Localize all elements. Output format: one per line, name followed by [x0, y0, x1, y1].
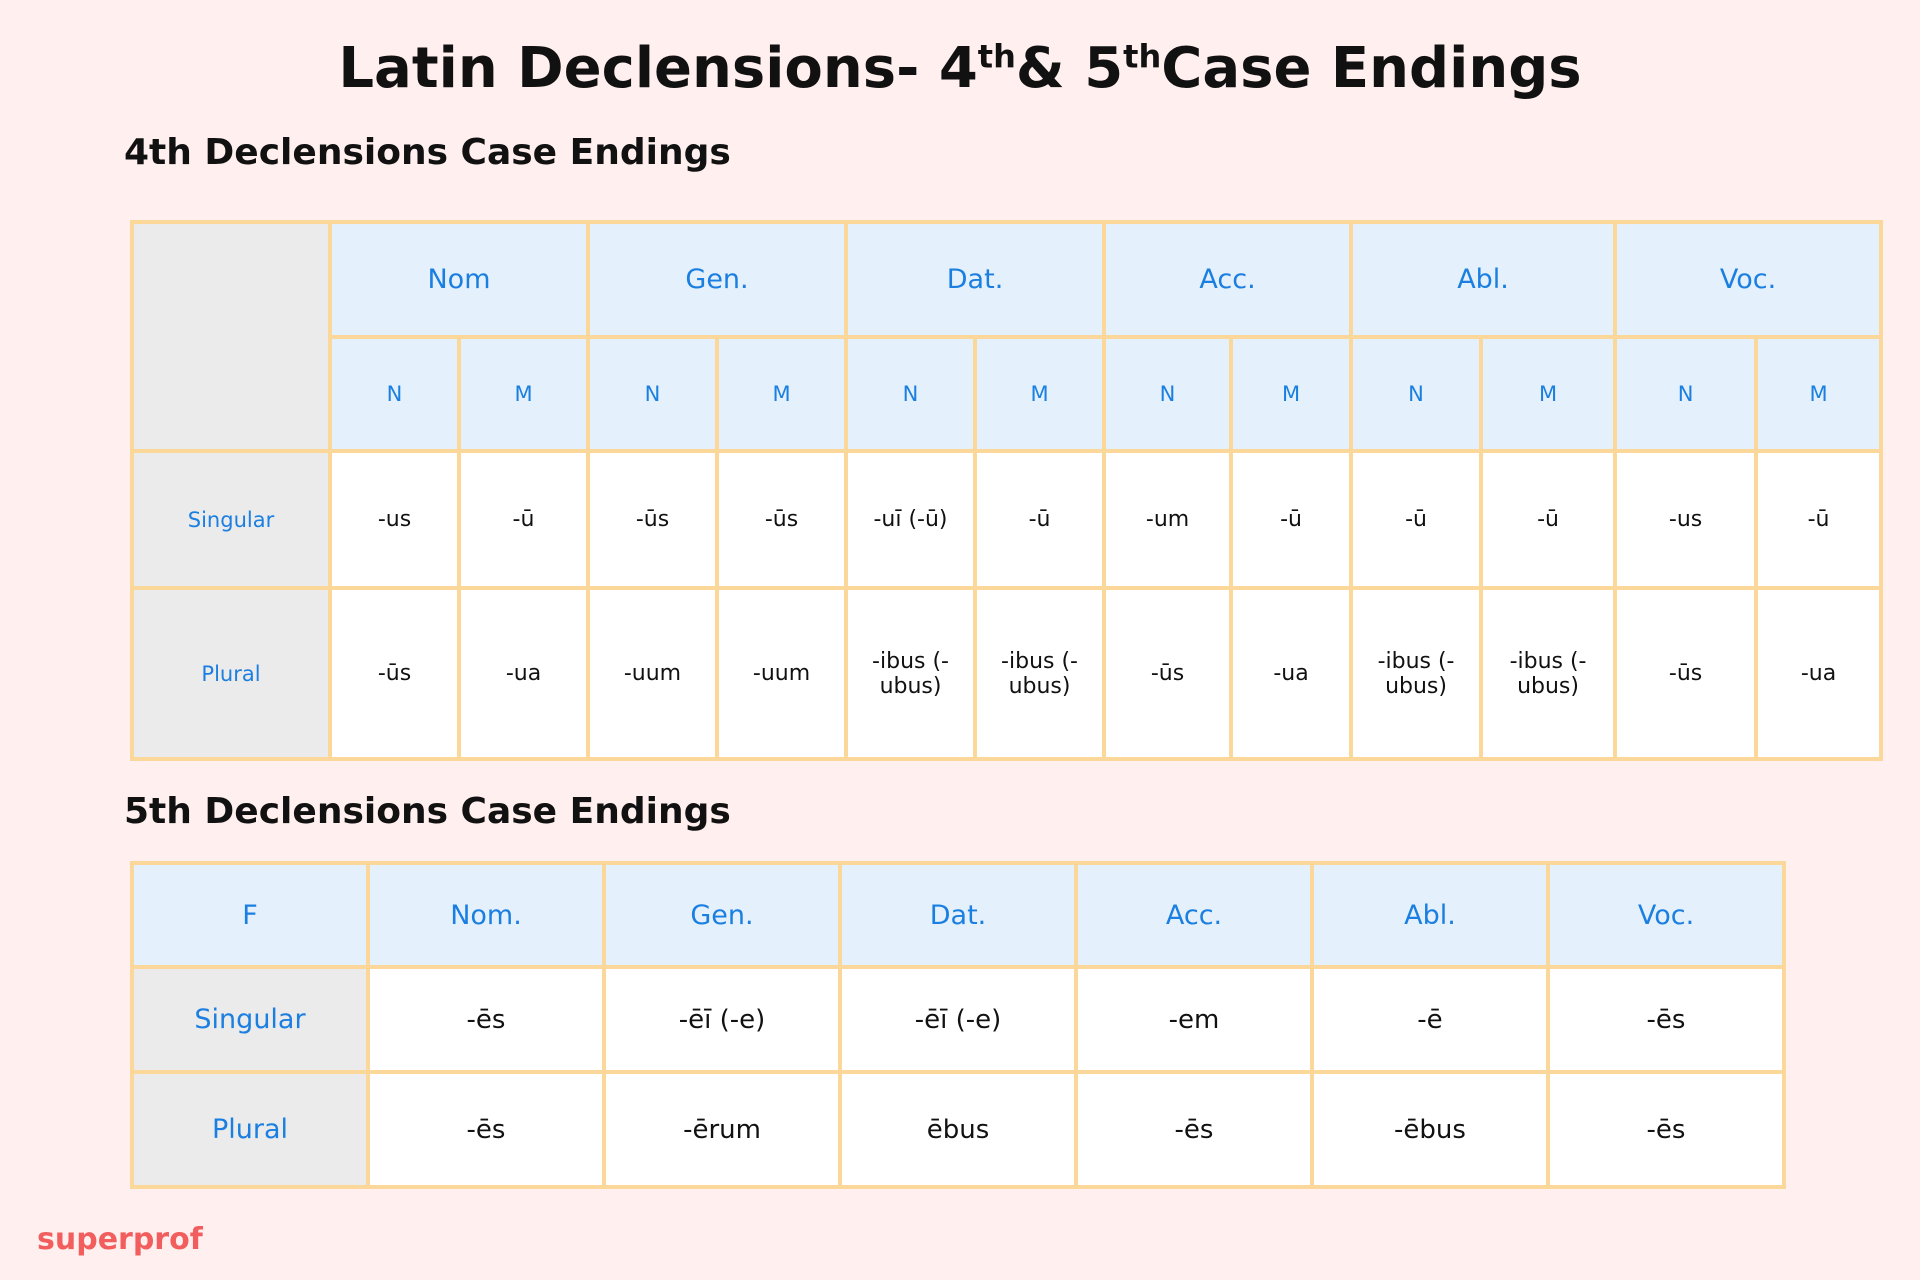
cell: -ua — [457, 586, 590, 761]
gender-header: N — [328, 335, 461, 453]
cell: -um — [1102, 449, 1234, 590]
gender-header: M — [457, 335, 590, 453]
title-sup: th — [977, 37, 1016, 76]
corner-cell — [130, 220, 332, 453]
data-row: Singular -ēs -ēī (-e) -ēī (-e) -em -ē -ēs — [130, 965, 1786, 1074]
cell: -uum — [586, 586, 719, 761]
row-label: Singular — [130, 449, 332, 590]
cell: -uum — [714, 586, 849, 761]
cell: -ua — [1229, 586, 1354, 761]
table-5th: F Nom. Gen. Dat. Acc. Abl. Voc. Singular -ēs -ēī … — [130, 861, 1786, 1189]
case-header: Gen. — [585, 220, 849, 339]
gender-header: N — [1102, 335, 1234, 453]
case-header: Abl. — [1349, 220, 1618, 339]
cell: -ūs — [714, 449, 849, 590]
cell: -ērum — [602, 1070, 842, 1189]
case-header: Dat. — [838, 861, 1078, 969]
cell: -ibus (-ubus) — [1479, 586, 1618, 761]
data-row: Plural -ūs -ua -uum -uum -ibus (-ubus) -ibus (… — [130, 586, 1884, 761]
data-row: Singular -us -ū -ūs -ūs -uī (-ū) -ū -um -ū -ū -ū -u… — [130, 449, 1884, 590]
title-sup: th — [1123, 37, 1162, 76]
row-label: Plural — [130, 586, 332, 761]
case-header: Dat. — [844, 220, 1107, 339]
gender-header: N — [1349, 335, 1484, 453]
case-header: Abl. — [1310, 861, 1550, 969]
cell: -ū — [1229, 449, 1354, 590]
gender-header: M — [1479, 335, 1618, 453]
cell: -ē — [1310, 965, 1550, 1074]
gender-header: M — [714, 335, 849, 453]
gender-header: N — [1613, 335, 1759, 453]
case-header: Nom. — [366, 861, 606, 969]
data-row: Plural -ēs -ērum ēbus -ēs -ēbus -ēs — [130, 1070, 1786, 1189]
cell: -ūs — [328, 586, 461, 761]
cell: -ū — [1479, 449, 1618, 590]
title-text: Case Endings — [1161, 36, 1582, 101]
section-heading: 5th Declensions Case Endings — [124, 791, 731, 832]
brand-logo: superprof — [37, 1222, 203, 1257]
header-row: F Nom. Gen. Dat. Acc. Abl. Voc. — [130, 861, 1786, 969]
gender-header: M — [1754, 335, 1884, 453]
cell: -ēī (-e) — [838, 965, 1078, 1074]
cell: -ibus (-ubus) — [844, 586, 978, 761]
case-header: Voc. — [1546, 861, 1786, 969]
cell: -ū — [973, 449, 1107, 590]
row-label: Singular — [130, 965, 370, 1074]
cell: -ūs — [586, 449, 719, 590]
cell: -ūs — [1613, 586, 1759, 761]
case-header: Gen. — [602, 861, 842, 969]
row-label: Plural — [130, 1070, 370, 1189]
section-heading: 4th Declensions Case Endings — [124, 132, 731, 173]
cell: -us — [328, 449, 461, 590]
cell: -us — [1613, 449, 1759, 590]
table-4th: Nom Gen. Dat. Acc. Abl. Voc. N M N M N M N M N M N M Singu… — [130, 220, 1884, 761]
cell: -ēs — [366, 965, 606, 1074]
gender-header: N — [844, 335, 978, 453]
case-header: Acc. — [1074, 861, 1314, 969]
title-text: Latin Declensions- 4 — [338, 36, 978, 101]
gender-header: N — [586, 335, 719, 453]
gender-header: M — [973, 335, 1107, 453]
cell: -uī (-ū) — [844, 449, 978, 590]
cell: -ibus (-ubus) — [973, 586, 1107, 761]
page-title: Latin Declensions- 4th& 5thCase Endings — [0, 36, 1920, 101]
cell: -ēs — [1546, 1070, 1786, 1189]
case-header: Acc. — [1102, 220, 1354, 339]
cell: -ēī (-e) — [602, 965, 842, 1074]
cell: -ēs — [1546, 965, 1786, 1074]
cell: -ū — [1349, 449, 1484, 590]
cell: -ua — [1754, 586, 1884, 761]
cell: -ibus (-ubus) — [1349, 586, 1484, 761]
cell: -ūs — [1102, 586, 1234, 761]
cell: ēbus — [838, 1070, 1078, 1189]
cell: -ū — [457, 449, 590, 590]
case-header: Nom — [328, 220, 590, 339]
cell: -ēs — [366, 1070, 606, 1189]
case-header: Voc. — [1613, 220, 1884, 339]
corner-cell: F — [130, 861, 370, 969]
cell: -ū — [1754, 449, 1884, 590]
title-text: & 5 — [1015, 36, 1124, 101]
header-row: Nom Gen. Dat. Acc. Abl. Voc. — [130, 220, 1884, 453]
gender-header: M — [1229, 335, 1354, 453]
cell: -ēs — [1074, 1070, 1314, 1189]
cell: -ēbus — [1310, 1070, 1550, 1189]
cell: -em — [1074, 965, 1314, 1074]
